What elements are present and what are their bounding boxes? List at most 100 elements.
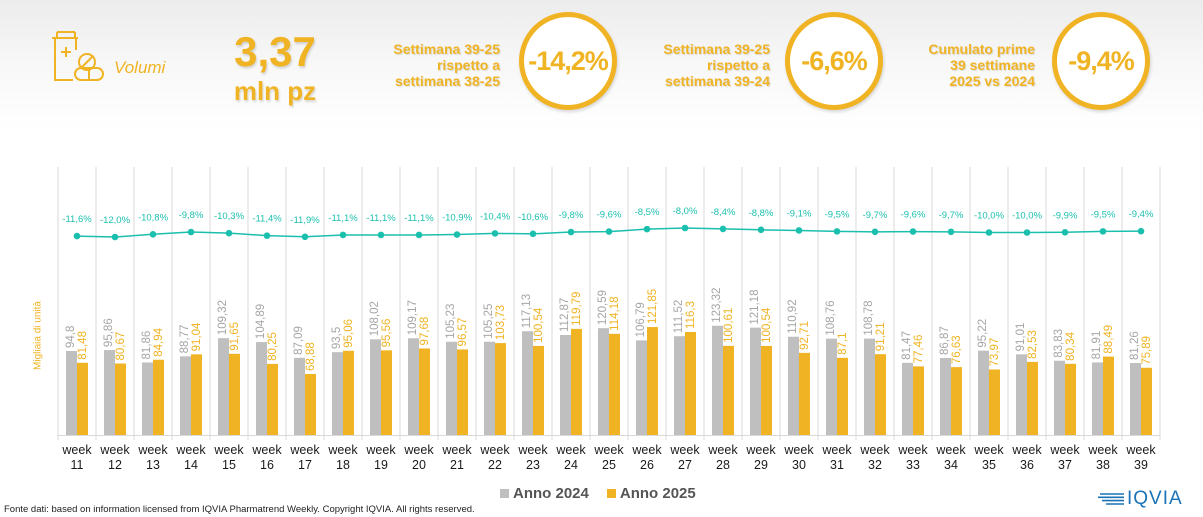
- bar-2025: [761, 345, 772, 435]
- line-point: [795, 227, 803, 234]
- data-label-2025: 100,54: [761, 307, 773, 343]
- line-point: [757, 226, 765, 234]
- line-point: [1061, 228, 1069, 236]
- bar-2024: [1054, 360, 1065, 435]
- x-tick-label-number: 14: [184, 458, 198, 472]
- bar-2024: [66, 351, 77, 435]
- line-data-label: -9,6%: [901, 210, 926, 221]
- x-tick-label-number: 32: [868, 458, 882, 472]
- bar-2025: [989, 369, 1000, 435]
- line-data-label: -8,0%: [673, 206, 698, 217]
- x-tick-label-word: week: [1049, 443, 1080, 457]
- bar-2024: [484, 341, 495, 435]
- data-label-2025: 81,48: [77, 331, 89, 360]
- data-label-2024: 105,25: [483, 304, 495, 339]
- x-tick-label-number: 18: [336, 458, 350, 472]
- bar-2025: [191, 354, 202, 435]
- x-tick-label-number: 29: [754, 458, 768, 472]
- legend-label: Anno 2025: [619, 485, 696, 502]
- data-label-2025: 75,89: [1141, 336, 1153, 365]
- bar-2025: [685, 331, 696, 435]
- x-tick-label-number: 13: [146, 458, 160, 472]
- line-data-label: -10,0%: [974, 211, 1005, 222]
- data-label-2024: 112,87: [559, 298, 571, 332]
- data-label-2025: 97,68: [419, 317, 431, 346]
- line-point: [111, 233, 119, 241]
- bar-2024: [180, 356, 191, 435]
- line-point: [833, 228, 841, 235]
- line-point: [301, 233, 309, 241]
- data-label-2025: 80,25: [267, 332, 279, 361]
- legend-item-2024: Anno 2024: [500, 485, 589, 502]
- x-tick-label-word: week: [479, 443, 510, 457]
- line-point: [567, 228, 575, 236]
- legend-label: Anno 2024: [513, 485, 589, 502]
- line-data-label: -11,6%: [62, 214, 92, 225]
- x-tick-label-word: week: [821, 443, 852, 457]
- bar-2024: [1016, 354, 1027, 435]
- data-label-2024: 81,86: [141, 331, 153, 360]
- line-data-label: -11,1%: [366, 213, 396, 224]
- bar-2024: [294, 357, 305, 435]
- bar-2025: [837, 357, 848, 435]
- line-data-label: -9,6%: [597, 210, 622, 221]
- medicine-pills-icon: [48, 28, 108, 83]
- x-tick-label-word: week: [745, 443, 776, 457]
- line-point: [225, 229, 233, 237]
- bar-2024: [256, 342, 267, 435]
- line-point: [1023, 229, 1031, 236]
- bar-2025: [647, 327, 658, 435]
- line-data-label: -12,0%: [100, 215, 131, 226]
- bar-2025: [115, 363, 126, 435]
- data-label-2025: 87,1: [837, 332, 849, 354]
- data-label-2025: 100,54: [533, 307, 545, 343]
- data-label-2024: 109,32: [217, 300, 229, 335]
- line-data-label: -9,8%: [179, 210, 204, 221]
- bar-2025: [571, 328, 582, 435]
- bar-2024: [560, 334, 571, 435]
- stat-cumulative-value: -9,4%: [1052, 12, 1150, 110]
- bar-2024: [978, 350, 989, 435]
- data-label-2024: 88,77: [179, 325, 191, 354]
- x-tick-label-number: 34: [944, 458, 958, 472]
- x-tick-label-word: week: [631, 443, 662, 457]
- bar-2024: [218, 338, 229, 435]
- bar-2024: [1130, 363, 1141, 435]
- data-label-2024: 123,32: [711, 288, 723, 323]
- stat-label-line: Settimana 39-25: [393, 41, 500, 57]
- data-label-2025: 103,73: [495, 305, 507, 340]
- volume-chart: 94,8 81,48 95,86 80,67 81,86 84,94 88,77 91,04 1…: [57, 167, 1161, 472]
- x-tick-label-word: week: [327, 443, 358, 457]
- bar-2025: [267, 363, 278, 435]
- bar-2025: [533, 345, 544, 435]
- data-label-2025: 77,46: [913, 335, 925, 364]
- x-tick-label-number: 25: [602, 458, 616, 472]
- bar-2024: [446, 341, 457, 435]
- data-label-2024: 108,76: [825, 300, 837, 335]
- data-label-2024: 111,52: [673, 300, 685, 333]
- line-data-label: -8,8%: [749, 208, 774, 219]
- data-label-2024: 95,86: [103, 318, 115, 347]
- line-data-label: -8,4%: [711, 207, 736, 218]
- x-tick-label-number: 15: [222, 458, 236, 472]
- stat-label-line: Cumulato prime: [928, 41, 1035, 57]
- stat-week-vs-prev-year-label: Settimana 39-25 rispetto a settimana 39-…: [640, 41, 770, 89]
- data-label-2024: 104,89: [255, 304, 267, 339]
- x-tick-label-number: 30: [792, 458, 806, 472]
- line-data-label: -10,6%: [518, 212, 549, 223]
- stat-cumulative-label: Cumulato prime 39 settimane 2025 vs 2024: [905, 41, 1035, 89]
- line-point: [719, 225, 727, 233]
- line-point: [871, 228, 879, 236]
- data-label-2024: 81,91: [1091, 331, 1103, 360]
- bar-2024: [712, 325, 723, 435]
- data-label-2025: 119,79: [571, 292, 583, 326]
- line-point: [681, 224, 689, 232]
- bar-2024: [142, 362, 153, 435]
- bar-2024: [598, 328, 609, 435]
- x-tick-label-number: 19: [374, 458, 388, 472]
- x-tick-label-number: 38: [1096, 458, 1110, 472]
- chart-legend: Anno 2024 Anno 2025: [500, 485, 696, 502]
- line-point: [643, 225, 651, 233]
- bar-2024: [826, 338, 837, 435]
- line-data-label: -9,5%: [1091, 209, 1116, 220]
